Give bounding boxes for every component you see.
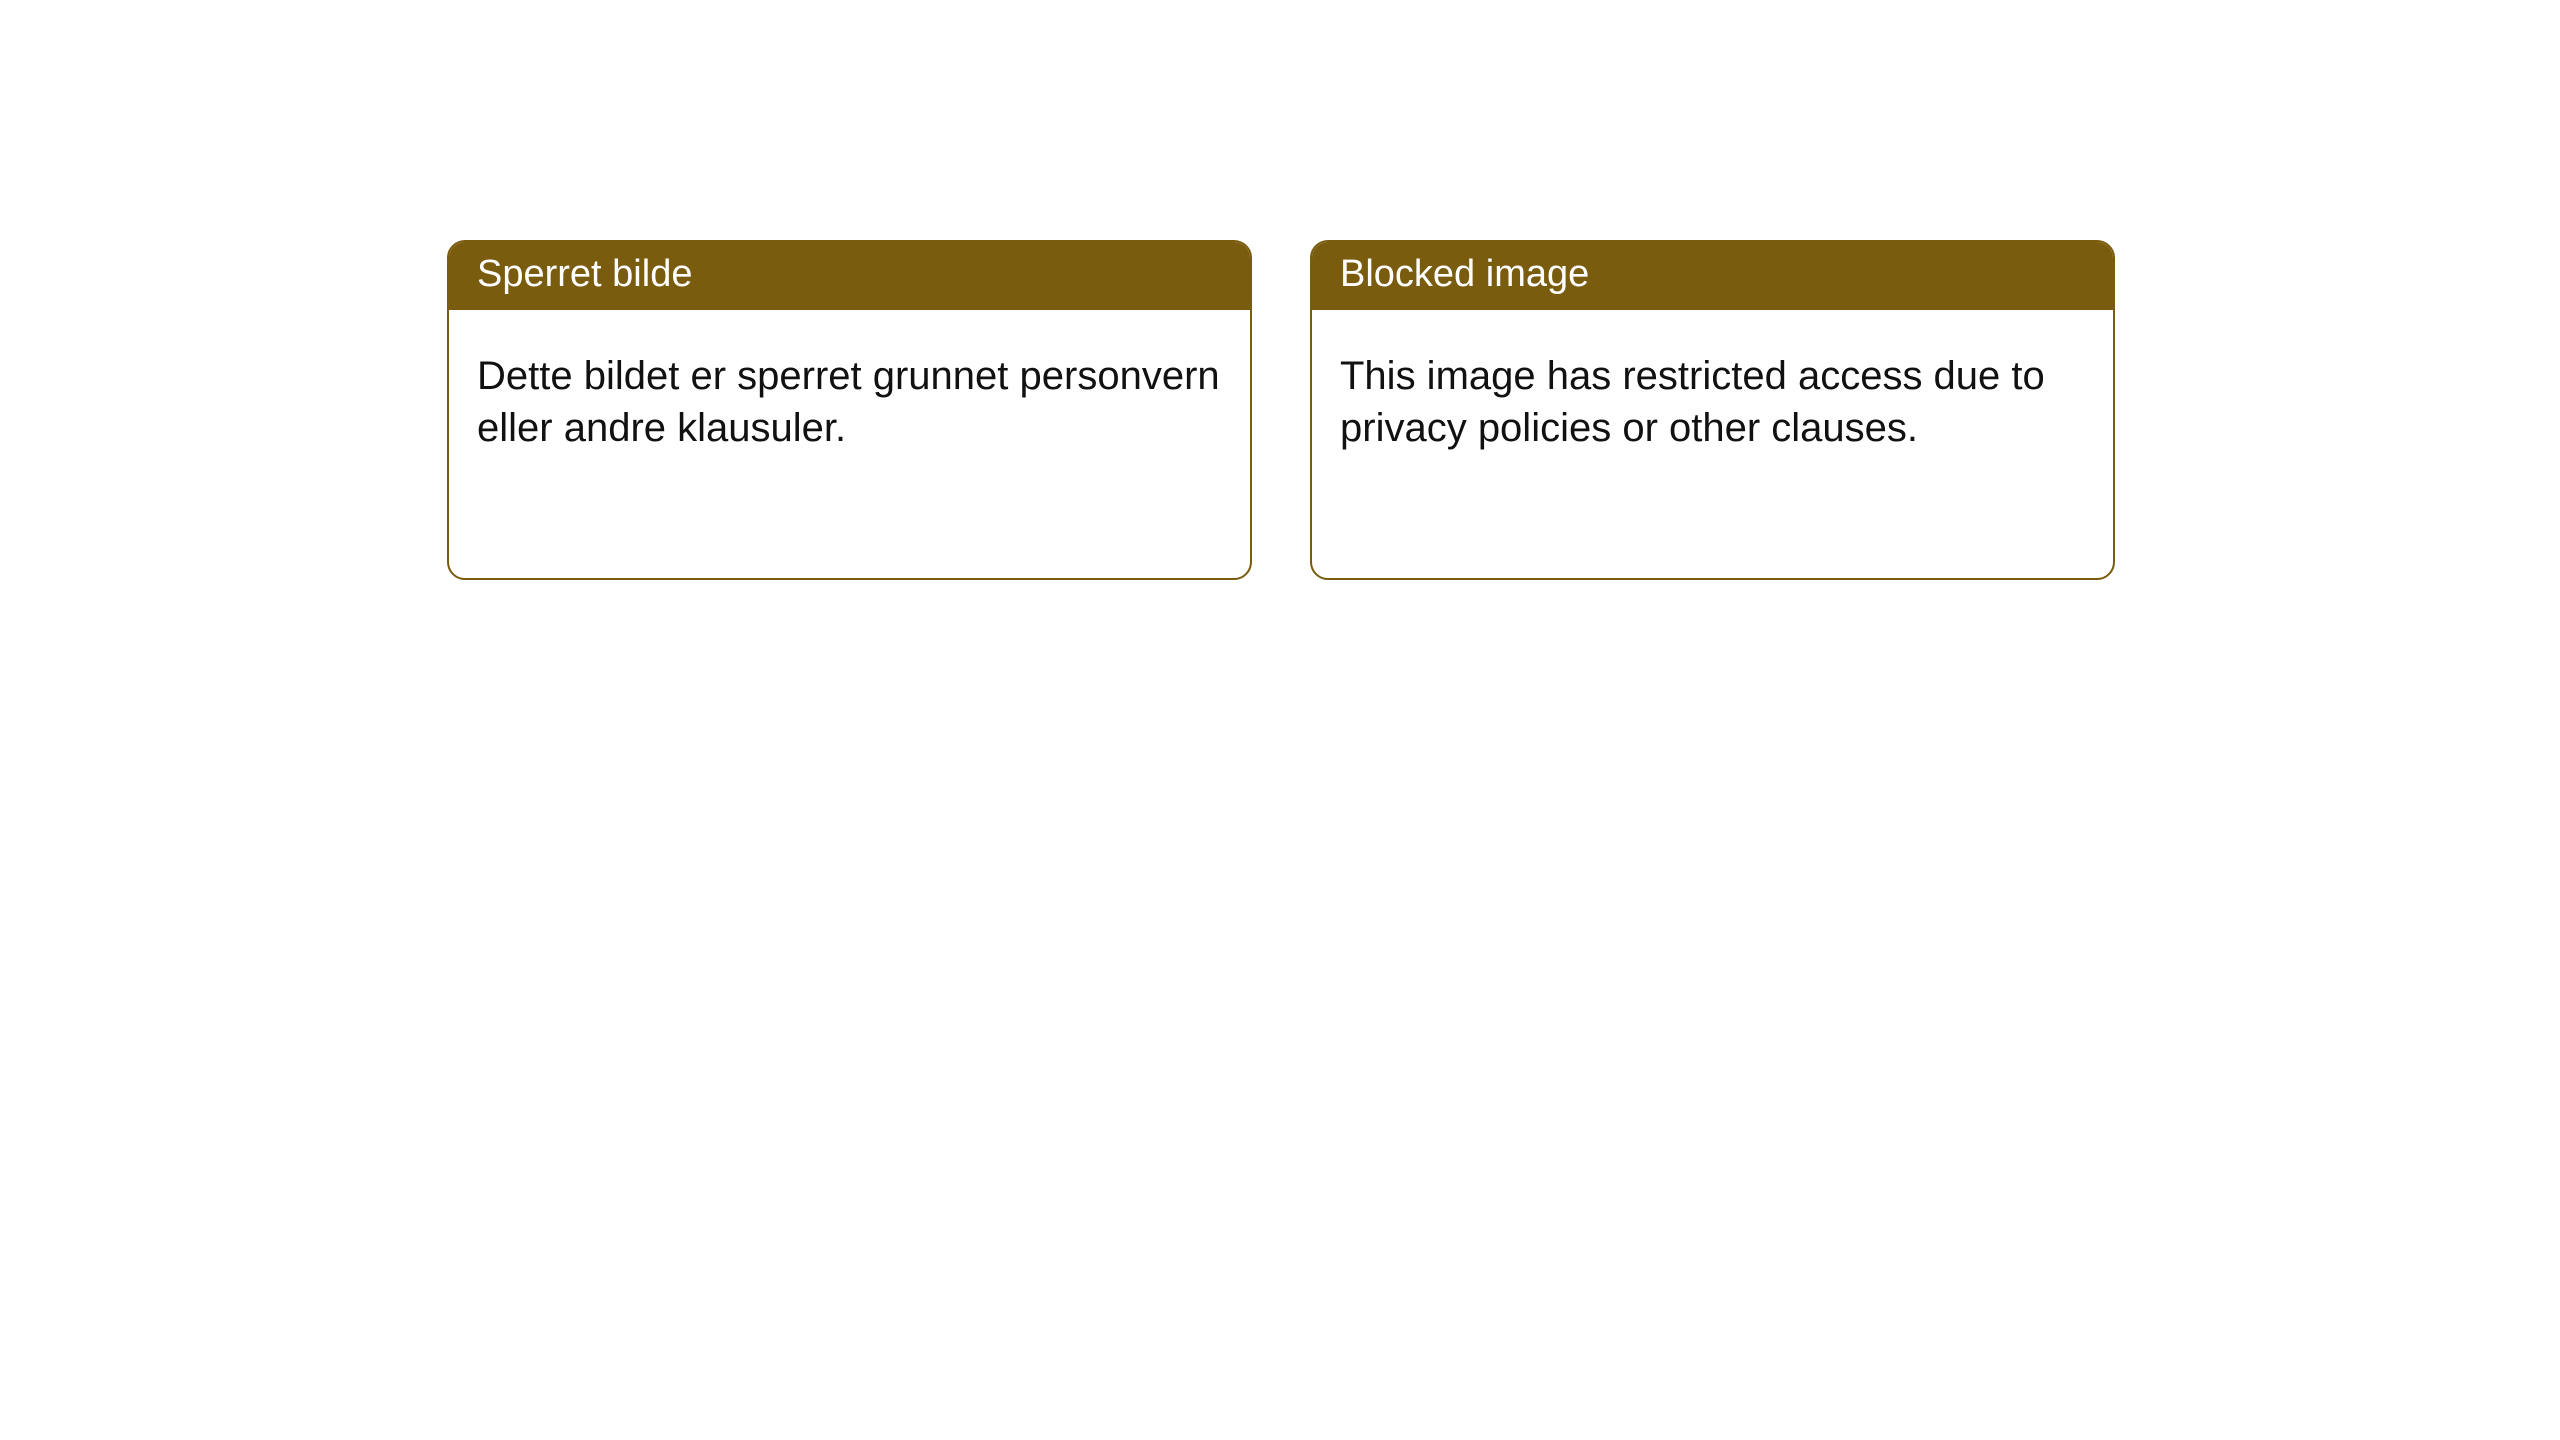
notice-title-en: Blocked image [1340, 253, 1589, 295]
notice-body-no: Dette bildet er sperret grunnet personve… [449, 310, 1250, 482]
notice-title-no: Sperret bilde [477, 253, 692, 295]
blocked-image-notice-no: Sperret bilde Dette bildet er sperret gr… [447, 240, 1252, 580]
notice-container: Sperret bilde Dette bildet er sperret gr… [0, 0, 2560, 580]
notice-header-en: Blocked image [1312, 242, 2113, 310]
notice-text-en: This image has restricted access due to … [1340, 354, 2045, 450]
blocked-image-notice-en: Blocked image This image has restricted … [1310, 240, 2115, 580]
notice-text-no: Dette bildet er sperret grunnet personve… [477, 354, 1220, 450]
notice-header-no: Sperret bilde [449, 242, 1250, 310]
notice-body-en: This image has restricted access due to … [1312, 310, 2113, 482]
